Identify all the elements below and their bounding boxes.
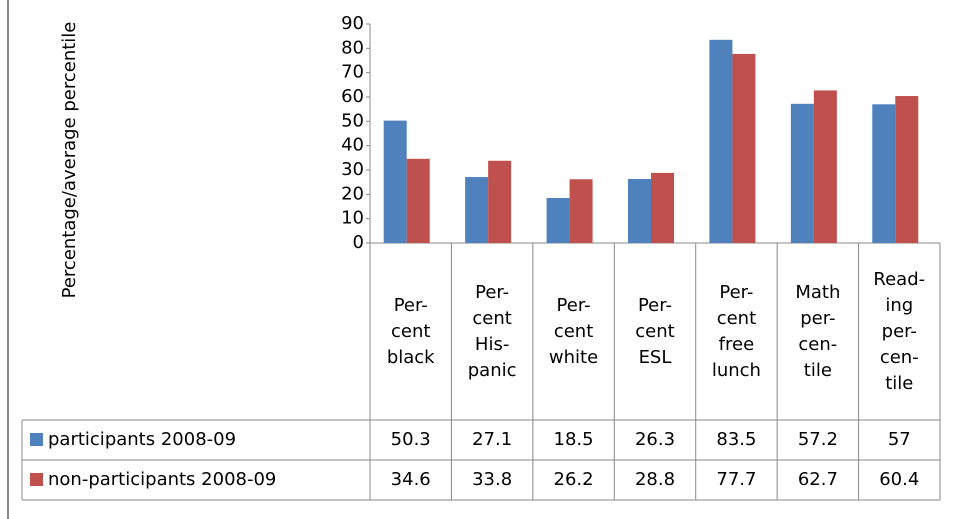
value-label: 60.4 bbox=[879, 469, 919, 490]
bar bbox=[813, 90, 837, 244]
value-label: 18.5 bbox=[554, 429, 594, 450]
bar bbox=[546, 197, 570, 243]
y-axis-title: Percentage/average percentile bbox=[59, 22, 80, 299]
bar bbox=[651, 172, 674, 243]
value-label: 50.3 bbox=[391, 429, 431, 450]
legend-label: non-participants 2008-09 bbox=[48, 469, 276, 490]
category-label: Per- cent white bbox=[548, 294, 599, 368]
y-tick-label: 20 bbox=[341, 183, 364, 204]
bar bbox=[709, 39, 733, 243]
value-label: 34.6 bbox=[391, 469, 431, 490]
bar bbox=[790, 103, 814, 244]
value-label: 27.1 bbox=[472, 429, 512, 450]
category-label: Per- cent black bbox=[386, 294, 435, 368]
bar bbox=[406, 158, 430, 243]
bar bbox=[895, 96, 919, 243]
category-label: Per- cent free lunch bbox=[711, 281, 761, 381]
category-label: Per- cent His- panic bbox=[467, 281, 517, 381]
value-label: 62.7 bbox=[798, 469, 838, 490]
y-tick-label: 60 bbox=[341, 86, 364, 107]
category-label: Read- ing per- cen- tile bbox=[873, 268, 926, 394]
value-label: 83.5 bbox=[716, 429, 756, 450]
bar bbox=[383, 120, 407, 243]
legend-label: participants 2008-09 bbox=[48, 429, 236, 450]
bar bbox=[872, 104, 896, 243]
value-label: 77.7 bbox=[716, 469, 756, 490]
y-tick-label: 50 bbox=[341, 110, 364, 131]
value-label: 26.2 bbox=[554, 469, 594, 490]
y-tick-label: 30 bbox=[341, 159, 364, 180]
bar bbox=[488, 160, 512, 243]
legend-swatch bbox=[30, 433, 43, 446]
value-label: 57.2 bbox=[798, 429, 838, 450]
y-tick-label: 80 bbox=[341, 37, 364, 58]
bar bbox=[569, 179, 593, 243]
value-label: 26.3 bbox=[635, 429, 675, 450]
y-tick-label: 10 bbox=[341, 208, 364, 229]
bar bbox=[465, 177, 489, 243]
y-tick-label: 40 bbox=[341, 135, 364, 156]
y-tick-label: 70 bbox=[341, 62, 364, 83]
value-label: 28.8 bbox=[635, 469, 675, 490]
category-label: Math per- cen- tile bbox=[795, 281, 841, 381]
bar bbox=[732, 53, 756, 244]
bar bbox=[628, 179, 651, 243]
y-tick-label: 0 bbox=[353, 232, 364, 253]
category-label: Per- cent ESL bbox=[635, 294, 675, 368]
value-label: 57 bbox=[888, 429, 911, 450]
y-tick-label: 90 bbox=[341, 13, 364, 34]
value-label: 33.8 bbox=[472, 469, 512, 490]
legend-swatch bbox=[30, 473, 43, 486]
